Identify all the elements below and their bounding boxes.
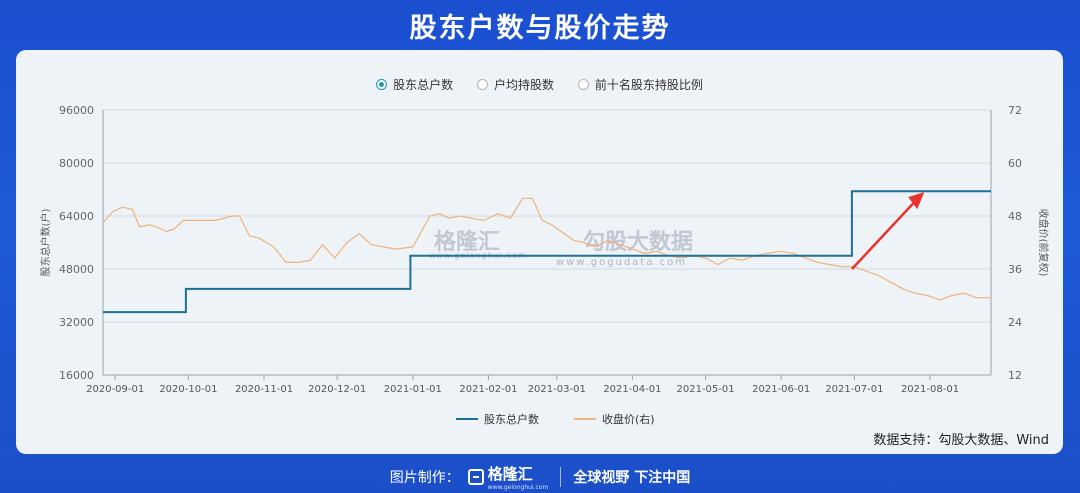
watermark-gogudata-url: www.gogudata.com [556, 257, 688, 268]
y-left-tick-label: 64000 [59, 210, 94, 223]
x-tick-label: 2021-02-01 [459, 384, 517, 395]
y-left-tick-label: 16000 [59, 369, 94, 382]
x-tick-label: 2021-07-01 [825, 384, 883, 395]
arrowhead-icon [908, 192, 925, 210]
x-tick-label: 2021-03-01 [528, 384, 586, 395]
holders-series-line [103, 190, 991, 314]
toggle-avg-holding[interactable]: 户均持股数 [476, 76, 554, 93]
y-left-tick-label: 96000 [59, 104, 94, 117]
toggle-holders-label: 股东总户数 [393, 78, 454, 92]
toggle-top10-ratio[interactable]: 前十名股东持股比例 [577, 76, 703, 93]
holders-price-chart: 16000 32000 48000 64000 80000 96000 12 24 36 48 60… [39, 104, 1050, 426]
x-tick-label: 2020-09-01 [86, 384, 144, 395]
toggle-holders[interactable]: 股东总户数 [376, 76, 453, 93]
chart-panel: 股东总户数 户均持股数 前十名股东持股比例 格隆汇 www.gelonghui.… [16, 50, 1063, 454]
legend-holders-label: 股东总户数 [484, 412, 539, 426]
y-right-tick-label: 72 [1008, 104, 1022, 117]
footer-slogan: 全球视野 下注中国 [573, 470, 691, 486]
gelonghui-logo-icon [467, 469, 484, 485]
series-toggle-group: 股东总户数 户均持股数 前十名股东持股比例 [16, 76, 1063, 93]
radio-unselected-icon[interactable] [476, 79, 488, 90]
y-right-tick-label: 12 [1008, 369, 1022, 382]
radio-unselected-icon[interactable] [577, 79, 589, 90]
y-left-axis-title: 股东总户数(户) [39, 209, 52, 277]
footer-divider [560, 467, 562, 487]
x-tick-label: 2020-12-01 [308, 384, 366, 395]
y-right-axis-title: 收盘价(前复权) [1037, 209, 1050, 277]
y-right-tick-label: 60 [1008, 157, 1022, 170]
footer-made-by: 图片制作： [389, 470, 460, 486]
footer-brand: 格隆汇 www.gelonghui.com [487, 465, 549, 491]
x-tick-label: 2020-11-01 [235, 384, 293, 395]
radio-selected-icon[interactable] [376, 79, 388, 90]
x-tick-label: 2021-01-01 [384, 384, 442, 395]
y-left-tick-label: 48000 [59, 263, 94, 276]
toggle-top10-ratio-label: 前十名股东持股比例 [594, 78, 703, 92]
legend-price-label: 收盘价(右) [602, 412, 655, 426]
x-tick-label: 2021-05-01 [677, 384, 735, 395]
watermark-gelonghui: 格隆汇 [434, 230, 501, 255]
y-left-tick-label: 32000 [59, 316, 94, 329]
y-right-tick-label: 24 [1008, 316, 1022, 329]
y-right-tick-label: 48 [1008, 210, 1022, 223]
trend-arrow-icon [851, 199, 918, 270]
x-tick-label: 2021-08-01 [901, 384, 959, 395]
data-source: 数据支持：勾股大数据、Wind [873, 433, 1049, 448]
page-title: 股东户数与股价走势 [409, 13, 671, 44]
y-right-tick-label: 36 [1008, 263, 1022, 276]
x-tick-label: 2020-10-01 [159, 384, 217, 395]
x-tick-label: 2021-06-01 [752, 384, 810, 395]
toggle-avg-holding-label: 户均持股数 [493, 78, 554, 92]
y-left-tick-label: 80000 [59, 157, 94, 170]
price-series-line [102, 197, 991, 301]
x-tick-label: 2021-04-01 [603, 384, 661, 395]
footer-bar: 图片制作： 格隆汇 www.gelonghui.com 全球视野 下注中国 [0, 462, 1080, 492]
